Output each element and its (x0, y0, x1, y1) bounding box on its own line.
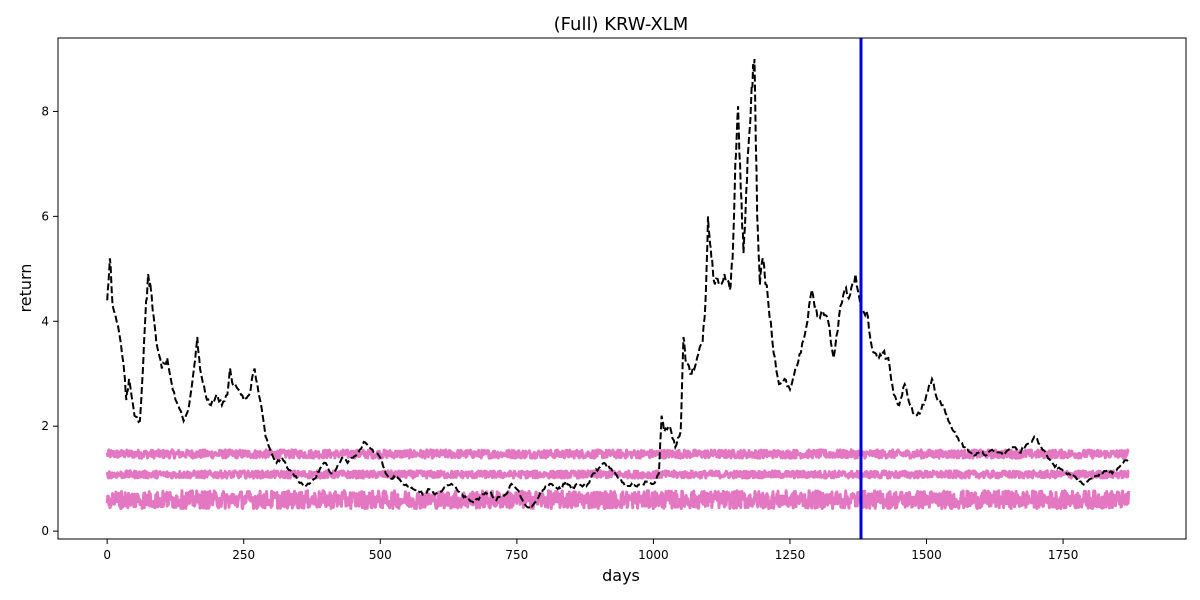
y-tick-label: 2 (41, 419, 49, 433)
series-band-1 (105, 448, 1130, 460)
x-tick-label: 1500 (911, 548, 942, 562)
y-tick-label: 8 (41, 104, 49, 118)
x-axis: 0 250 500 750 1000 1250 1500 1750 (103, 539, 1078, 562)
chart-title: (Full) KRW-XLM (554, 14, 689, 35)
x-axis-label: days (602, 566, 640, 585)
x-tick-label: 1250 (775, 548, 806, 562)
x-tick-label: 1000 (638, 548, 669, 562)
series-return-line (106, 58, 1130, 509)
x-tick-label: 0 (103, 548, 111, 562)
series-band-3 (105, 489, 1131, 511)
plot-frame (57, 37, 1187, 540)
x-tick-label: 1750 (1048, 548, 1079, 562)
x-tick-label: 750 (505, 548, 528, 562)
y-axis-label: return (16, 264, 35, 313)
y-tick-label: 4 (41, 314, 49, 328)
x-tick-label: 250 (232, 548, 255, 562)
y-axis: 0 2 4 6 8 (41, 104, 58, 538)
x-tick-label: 500 (369, 548, 392, 562)
y-tick-label: 6 (41, 209, 49, 223)
y-tick-label: 0 (41, 524, 49, 538)
plot-area (105, 38, 1131, 539)
